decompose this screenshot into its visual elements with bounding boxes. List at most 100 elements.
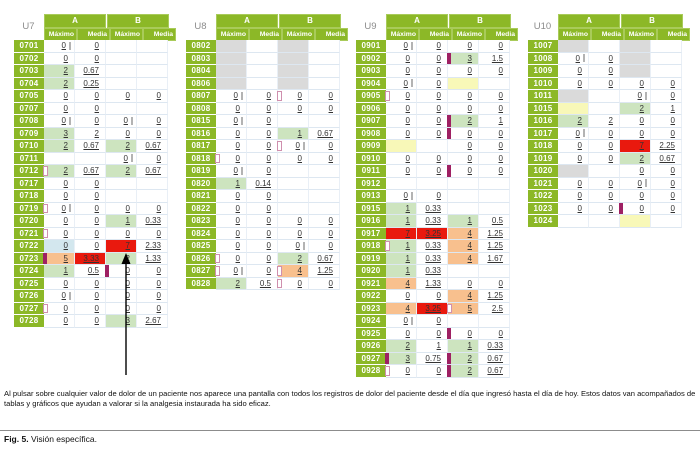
pain-value[interactable]: 1.33 [425, 278, 441, 288]
pain-value[interactable]: 0 [266, 228, 271, 238]
pain-value[interactable]: 0 [328, 153, 333, 163]
pain-value-cell-b-media[interactable]: 0 [479, 90, 510, 103]
pain-value-cell-a-media[interactable]: 0 [417, 77, 448, 90]
pain-value[interactable]: 4 [297, 266, 302, 276]
pain-value[interactable]: 0 [436, 291, 441, 301]
pain-value-cell-b-media[interactable]: 0 [309, 90, 340, 103]
pain-value-cell-a-media[interactable]: 0 [589, 52, 620, 65]
pain-value[interactable]: 0 [125, 228, 130, 238]
pain-value-cell-a-media[interactable]: 3.25 [417, 227, 448, 240]
pain-value-cell-a-media[interactable]: 0 [247, 127, 278, 140]
pain-value-cell-a-maximo[interactable]: 0 [43, 227, 75, 240]
pain-value[interactable]: 2 [405, 341, 410, 351]
pain-value-cell-a-maximo[interactable]: 0 [558, 140, 589, 153]
pain-value-cell-a-media[interactable]: 0 [75, 277, 106, 290]
pain-value-cell-a-maximo[interactable]: 0 [386, 52, 417, 65]
pain-value[interactable]: 0 [266, 253, 271, 263]
pain-value[interactable]: 0 [156, 153, 161, 163]
pain-value[interactable]: 1 [467, 341, 472, 351]
pain-value[interactable]: 0 [266, 266, 271, 276]
pain-value-cell-a-media[interactable]: 0 [75, 90, 106, 103]
pain-value-cell-a-maximo[interactable]: 0 [44, 177, 75, 190]
pain-value-cell-a-media[interactable]: 0 [247, 115, 278, 128]
pain-value[interactable]: 0 [498, 103, 503, 113]
pain-value[interactable]: 1 [405, 253, 410, 263]
pain-value-cell-a-media[interactable]: 0 [589, 152, 620, 165]
pain-value[interactable]: 0 [405, 103, 410, 113]
pain-value-cell-b-maximo[interactable]: 0 [448, 277, 479, 290]
pain-value-cell-a-maximo[interactable]: 0 [216, 165, 247, 178]
pain-value-cell-a-maximo[interactable]: 0 [386, 327, 417, 340]
pain-value-cell-a-media[interactable]: 0.14 [247, 177, 278, 190]
pain-value[interactable]: 0.67 [83, 141, 99, 151]
pain-value-cell-a-media[interactable]: 0 [417, 365, 448, 378]
pain-value-cell-a-media[interactable]: 0 [75, 202, 106, 215]
pain-value-cell-b-media[interactable]: 0 [137, 115, 168, 128]
pain-value-cell-a-maximo[interactable]: 2 [386, 340, 417, 353]
pain-value-cell-a-maximo[interactable]: 0 [216, 115, 247, 128]
pain-value-cell-b-media[interactable]: 0 [137, 277, 168, 290]
pain-value-cell-a-media[interactable]: 0 [75, 190, 106, 203]
pain-value-cell-a-maximo[interactable]: 1 [386, 202, 417, 215]
pain-value-cell-a-media[interactable]: 0 [247, 240, 278, 253]
pain-value-cell-b-maximo[interactable]: 0 [620, 190, 651, 203]
pain-value[interactable]: 0 [608, 203, 613, 213]
pain-value-cell-a-maximo[interactable]: 0 [216, 102, 247, 115]
pain-value-cell-a-media[interactable]: 0 [247, 202, 278, 215]
pain-value[interactable]: 4 [467, 228, 472, 238]
pain-value[interactable]: 7 [125, 241, 130, 251]
pain-value-cell-b-maximo[interactable]: 0 [106, 277, 137, 290]
pain-value-cell-a-media[interactable]: 0 [75, 177, 106, 190]
pain-value-cell-a-media[interactable]: 0 [417, 327, 448, 340]
pain-value[interactable]: 0 [670, 91, 675, 101]
pain-value-cell-a-maximo[interactable]: 0 [386, 115, 417, 128]
pain-value[interactable]: 0 [94, 303, 99, 313]
pain-value[interactable]: 3.33 [83, 253, 99, 263]
pain-value[interactable]: 0 [125, 278, 130, 288]
pain-value[interactable]: 1 [467, 216, 472, 226]
pain-value[interactable]: 0 [608, 178, 613, 188]
pain-value[interactable]: 1 [405, 203, 410, 213]
pain-value[interactable]: 0 [436, 116, 441, 126]
pain-value-cell-b-media[interactable]: 2.25 [651, 140, 682, 153]
pain-value-cell-a-maximo[interactable]: 0 [386, 77, 417, 90]
pain-value[interactable]: 0 [61, 291, 66, 301]
pain-value-cell-a-maximo[interactable]: 1 [216, 177, 247, 190]
pain-value[interactable]: 0 [498, 328, 503, 338]
pain-value[interactable]: 0 [575, 53, 580, 63]
pain-value[interactable]: 0 [577, 141, 582, 151]
pain-value-cell-b-maximo[interactable]: 0 [620, 115, 651, 128]
pain-value[interactable]: 0 [436, 78, 441, 88]
pain-value-cell-a-media[interactable]: 0.33 [417, 240, 448, 253]
pain-value[interactable]: 0 [405, 66, 410, 76]
pain-value-cell-b-maximo[interactable]: 0 [106, 115, 137, 128]
pain-value[interactable]: 0 [498, 91, 503, 101]
pain-value-cell-b-media[interactable]: 1.25 [479, 227, 510, 240]
pain-value[interactable]: 0 [235, 253, 240, 263]
pain-value[interactable]: 0 [94, 241, 99, 251]
pain-value-cell-b-maximo[interactable]: 0 [447, 165, 479, 178]
pain-value-cell-a-maximo[interactable]: 0 [558, 127, 589, 140]
pain-value[interactable]: 1 [498, 116, 503, 126]
pain-value-cell-a-media[interactable]: 0 [417, 52, 448, 65]
pain-value[interactable]: 0 [328, 141, 333, 151]
pain-value[interactable]: 2.33 [145, 241, 161, 251]
pain-value[interactable]: 0.33 [425, 241, 441, 251]
pain-value-cell-a-maximo[interactable]: 5 [43, 252, 75, 265]
pain-value-cell-a-media[interactable]: 0 [247, 165, 278, 178]
pain-value[interactable]: 0 [575, 128, 580, 138]
pain-value-cell-b-media[interactable]: 0.67 [309, 252, 340, 265]
pain-value-cell-b-media[interactable]: 0 [137, 127, 168, 140]
pain-value-cell-b-media[interactable]: 0 [651, 202, 682, 215]
pain-value[interactable]: 0 [266, 153, 271, 163]
pain-value-cell-a-maximo[interactable]: 0 [558, 52, 589, 65]
pain-value[interactable]: 7 [405, 228, 410, 238]
pain-value[interactable]: 2 [608, 116, 613, 126]
pain-value[interactable]: 0 [577, 203, 582, 213]
pain-value[interactable]: 3.25 [425, 303, 441, 313]
pain-value[interactable]: 0 [63, 303, 68, 313]
pain-value[interactable]: 0 [266, 91, 271, 101]
pain-value[interactable]: 2 [125, 166, 130, 176]
pain-value-cell-b-media[interactable]: 0 [309, 152, 340, 165]
pain-value-cell-b-maximo[interactable]: 0 [620, 90, 651, 103]
